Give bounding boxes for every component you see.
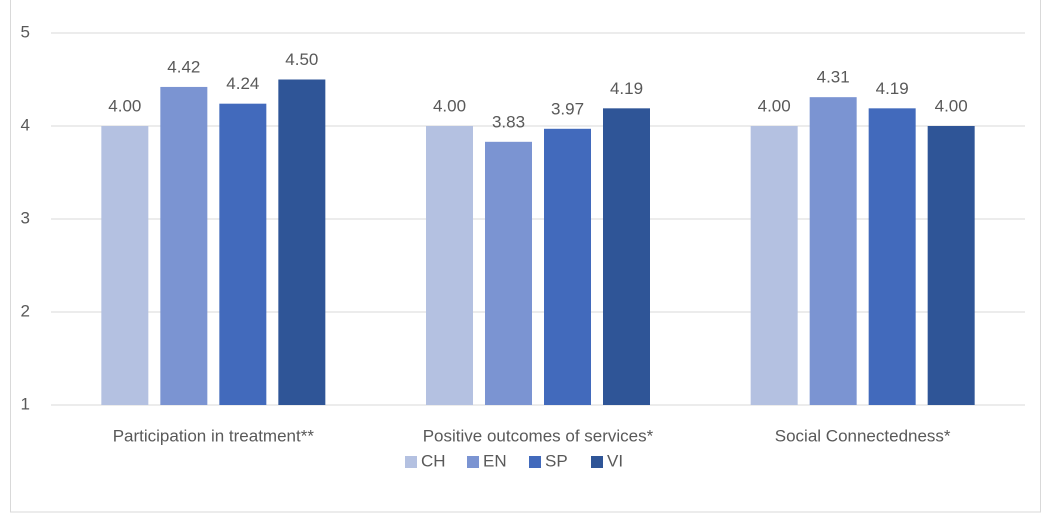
value-label: 3.97 [551,99,584,118]
legend-swatch [591,456,603,468]
bar [927,126,975,405]
y-tick-label: 5 [21,22,30,41]
legend-swatch [405,456,417,468]
x-tick-label: Positive outcomes of services* [423,426,654,445]
legend-swatch [467,456,479,468]
value-label: 4.00 [108,96,141,115]
y-tick-label: 4 [21,115,30,134]
legend-label: SP [545,451,568,470]
legend-swatch [529,456,541,468]
x-tick-label: Social Connectedness* [775,426,951,445]
x-tick-label: Participation in treatment** [113,426,315,445]
value-label: 3.83 [492,112,525,131]
bar [426,126,473,405]
legend-label: VI [607,451,623,470]
bar [868,108,916,405]
value-label: 4.00 [758,96,791,115]
bar [750,126,798,405]
legend-label: EN [483,451,507,470]
value-label: 4.00 [433,96,466,115]
y-tick-label: 2 [21,301,30,320]
legend-label: CH [421,451,446,470]
bar [101,126,149,405]
bar [219,103,267,406]
value-label: 4.24 [226,74,259,93]
value-label: 4.31 [817,68,850,87]
chart-frame [10,0,1041,513]
value-label: 4.50 [285,50,318,69]
value-label: 4.19 [610,79,643,98]
bar [809,97,857,406]
bar [544,128,591,406]
y-tick-label: 1 [21,394,30,413]
value-label: 4.42 [167,57,200,76]
bar [485,141,532,405]
bar [160,86,208,405]
bar [278,79,326,405]
value-label: 4.00 [935,96,968,115]
bar [603,108,650,405]
y-tick-label: 3 [21,208,30,227]
value-label: 4.19 [876,79,909,98]
